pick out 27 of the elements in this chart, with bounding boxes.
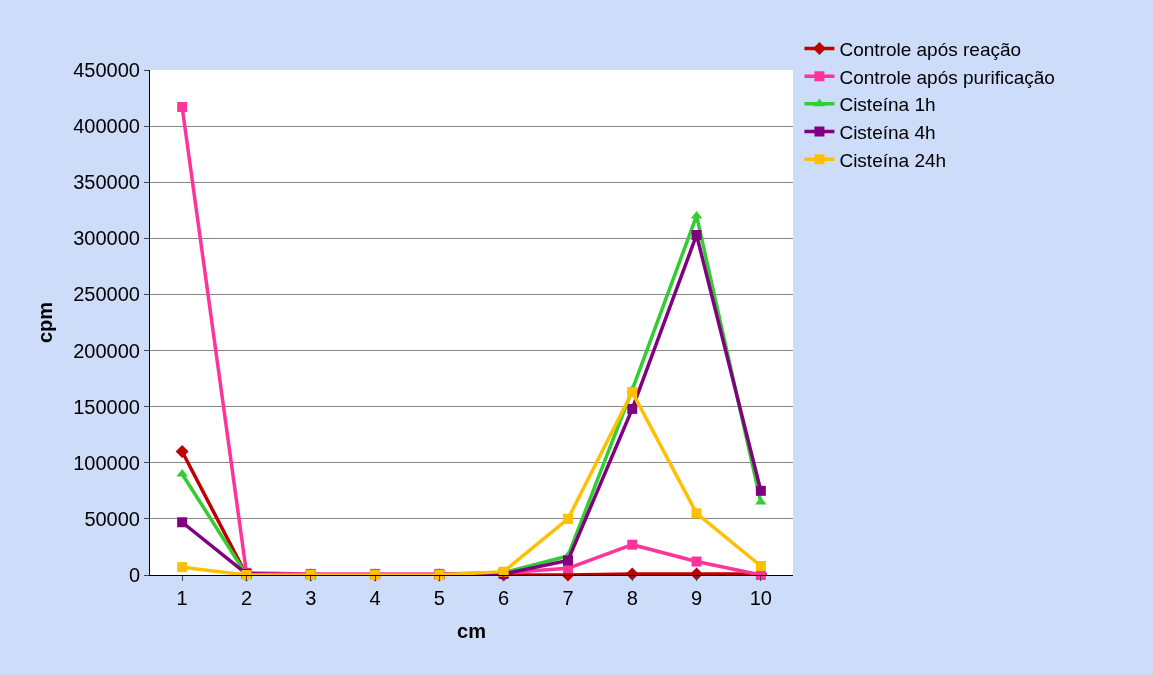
legend-label: Cisteína 24h bbox=[839, 149, 947, 171]
y-tick-label: 50000 bbox=[84, 507, 140, 530]
legend-label: Cisteína 4h bbox=[839, 121, 936, 143]
x-tick-label: 5 bbox=[433, 587, 445, 609]
y-tick-label: 300000 bbox=[73, 227, 140, 250]
x-axis-title: cm bbox=[457, 619, 486, 642]
y-tick-label: 350000 bbox=[73, 171, 140, 194]
x-tick-label: 10 bbox=[749, 587, 772, 609]
y-tick-label: 450000 bbox=[73, 59, 140, 81]
x-tick-label: 8 bbox=[626, 587, 638, 609]
legend-label: Controle após reação bbox=[839, 38, 1022, 60]
y-tick-label: 150000 bbox=[73, 395, 140, 418]
y-tick-label: 0 bbox=[128, 564, 140, 586]
x-tick-label: 9 bbox=[690, 587, 703, 609]
y-tick-label: 100000 bbox=[73, 451, 140, 474]
x-tick-label: 6 bbox=[498, 587, 510, 609]
y-tick-label: 250000 bbox=[73, 283, 140, 306]
y-tick-label: 400000 bbox=[73, 115, 140, 138]
legend-label: Cisteína 1h bbox=[839, 94, 936, 116]
x-tick-label: 4 bbox=[369, 587, 381, 609]
x-tick-label: 2 bbox=[240, 587, 253, 609]
x-tick-label: 7 bbox=[562, 587, 574, 609]
legend-label: Controle após purificação bbox=[839, 66, 1055, 88]
x-tick-label: 1 bbox=[176, 587, 188, 609]
y-axis-title: cpm bbox=[33, 301, 56, 344]
y-tick-label: 200000 bbox=[73, 339, 140, 362]
x-tick-label: 3 bbox=[305, 587, 317, 609]
